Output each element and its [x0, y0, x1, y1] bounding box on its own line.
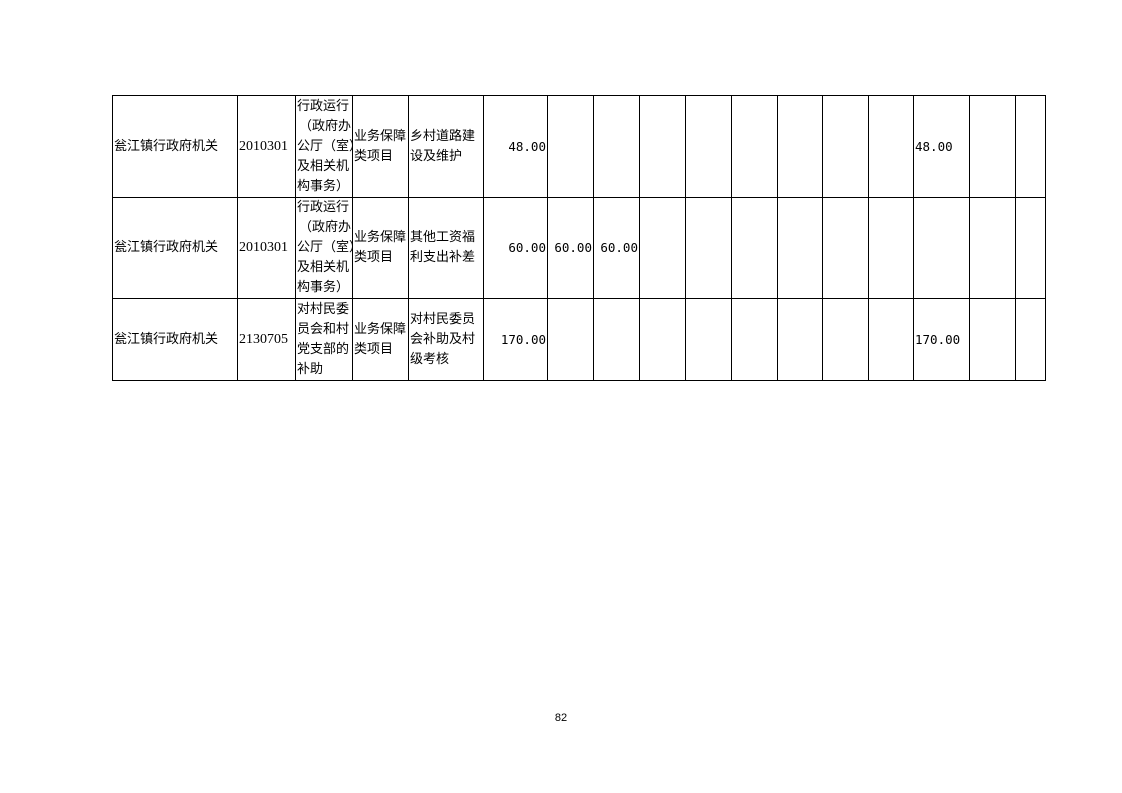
cell-text: 瓮江镇行政府机关 — [114, 331, 219, 347]
project-type-cell: 业务保障 类项目 — [352, 95, 409, 198]
cell-text: 行政运行 — [297, 98, 350, 114]
amount-col-14-cell: 170.00 — [913, 298, 970, 381]
project-name-cell: 乡村道路建 设及维护 — [408, 95, 484, 198]
function-code-cell: 2010301 — [237, 95, 296, 198]
cell-text: 对村民委 — [297, 301, 350, 317]
cell-text: 48.00 — [915, 138, 953, 154]
amount-col-16-cell — [1015, 197, 1046, 299]
cell-text: 48.00 — [508, 138, 546, 154]
cell-text: 170.00 — [915, 331, 961, 347]
amount-col-6-cell — [547, 95, 594, 198]
cell-text: 类项目 — [354, 250, 394, 265]
budget-table: 瓮江镇行政府机关2010301行政运行（政府办公厅（室）及相关机构事务）业务保障… — [112, 95, 1046, 381]
project-name-cell: 其他工资福利支出补差 — [408, 197, 484, 299]
cell-text: 业务保障 — [354, 230, 407, 245]
cell-text: 类项目 — [354, 148, 394, 164]
amount-col-13-cell — [868, 197, 914, 299]
amount-col-13-cell — [868, 298, 914, 381]
cell-text: 补助 — [297, 361, 324, 377]
cell-text: 公厅（室） — [297, 240, 352, 255]
total-amount-cell: 60.00 — [483, 197, 548, 299]
cell-text: 构事务） — [297, 280, 350, 295]
unit-name-cell: 瓮江镇行政府机关 — [112, 298, 238, 381]
amount-col-16-cell — [1015, 298, 1046, 381]
total-amount-cell: 48.00 — [483, 95, 548, 198]
cell-text: 及相关机 — [297, 260, 350, 275]
cell-text: 2130705 — [239, 331, 288, 347]
cell-text: 60.00 — [600, 240, 638, 255]
cell-text: 60.00 — [508, 240, 546, 255]
amount-col-12-cell — [822, 197, 869, 299]
amount-col-10-cell — [731, 95, 778, 198]
amount-col-15-cell — [969, 197, 1016, 299]
table-row: 瓮江镇行政府机关2010301行政运行（政府办公厅（室）及相关机构事务）业务保障… — [112, 197, 1046, 299]
cell-text: 其他工资福 — [410, 230, 476, 245]
function-name-cell: 对村民委员会和村党支部的补助 — [295, 298, 353, 381]
cell-text: 2010301 — [239, 138, 288, 154]
table-body: 瓮江镇行政府机关2010301行政运行（政府办公厅（室）及相关机构事务）业务保障… — [112, 95, 1046, 381]
cell-text: 对村民委员 — [410, 311, 476, 327]
amount-col-16-cell — [1015, 95, 1046, 198]
cell-text: 及相关机 — [297, 158, 350, 174]
table-row: 瓮江镇行政府机关2010301行政运行（政府办公厅（室）及相关机构事务）业务保障… — [112, 95, 1046, 198]
cell-text: 公厅（室） — [297, 138, 352, 154]
amount-col-12-cell — [822, 95, 869, 198]
amount-col-15-cell — [969, 95, 1016, 198]
page-number: 82 — [554, 712, 568, 724]
amount-col-15-cell — [969, 298, 1016, 381]
cell-text: 类项目 — [354, 341, 394, 357]
cell-text: （政府办 — [298, 220, 351, 235]
amount-col-8-cell — [639, 197, 686, 299]
amount-col-7-cell — [593, 298, 640, 381]
total-amount-cell: 170.00 — [483, 298, 548, 381]
cell-text: 170.00 — [500, 331, 546, 347]
cell-text: 业务保障 — [354, 321, 407, 337]
cell-text: 构事务） — [297, 178, 350, 194]
unit-name-cell: 瓮江镇行政府机关 — [112, 95, 238, 198]
amount-col-9-cell — [685, 95, 732, 198]
cell-text: 利支出补差 — [410, 250, 476, 265]
amount-col-6-cell — [547, 298, 594, 381]
amount-col-13-cell — [868, 95, 914, 198]
cell-text: 级考核 — [410, 351, 450, 367]
amount-col-9-cell — [685, 197, 732, 299]
amount-col-11-cell — [777, 298, 823, 381]
function-code-cell: 2010301 — [237, 197, 296, 299]
amount-col-8-cell — [639, 95, 686, 198]
amount-col-9-cell — [685, 298, 732, 381]
amount-col-7-cell — [593, 95, 640, 198]
amount-col-7-cell: 60.00 — [593, 197, 640, 299]
cell-text: 瓮江镇行政府机关 — [114, 240, 219, 255]
project-type-cell: 业务保障 类项目 — [352, 197, 409, 299]
amount-col-11-cell — [777, 197, 823, 299]
cell-text: 瓮江镇行政府机关 — [114, 138, 219, 154]
cell-text: 会补助及村 — [410, 331, 476, 347]
unit-name-cell: 瓮江镇行政府机关 — [112, 197, 238, 299]
cell-text: （政府办 — [298, 118, 351, 134]
amount-col-10-cell — [731, 298, 778, 381]
function-code-cell: 2130705 — [237, 298, 296, 381]
cell-text: 员会和村 — [297, 321, 350, 337]
cell-text: 2010301 — [239, 240, 288, 255]
amount-col-6-cell: 60.00 — [547, 197, 594, 299]
cell-text: 乡村道路建 — [410, 128, 476, 144]
cell-text: 党支部的 — [297, 341, 350, 357]
amount-col-14-cell — [913, 197, 970, 299]
amount-col-11-cell — [777, 95, 823, 198]
project-name-cell: 对村民委员会补助及村级考核 — [408, 298, 484, 381]
table-row: 瓮江镇行政府机关 2130705 对村民委 员会和村 党支部的 补助 业务保障 类项目 对村民委… — [112, 298, 1046, 381]
amount-col-12-cell — [822, 298, 869, 381]
amount-col-8-cell — [639, 298, 686, 381]
cell-text: 设及维护 — [410, 148, 463, 164]
amount-col-14-cell: 48.00 — [913, 95, 970, 198]
cell-text: 60.00 — [554, 240, 592, 255]
amount-col-10-cell — [731, 197, 778, 299]
cell-text: 行政运行 — [297, 200, 350, 215]
cell-text: 业务保障 — [354, 128, 407, 144]
project-type-cell: 业务保障 类项目 — [352, 298, 409, 381]
